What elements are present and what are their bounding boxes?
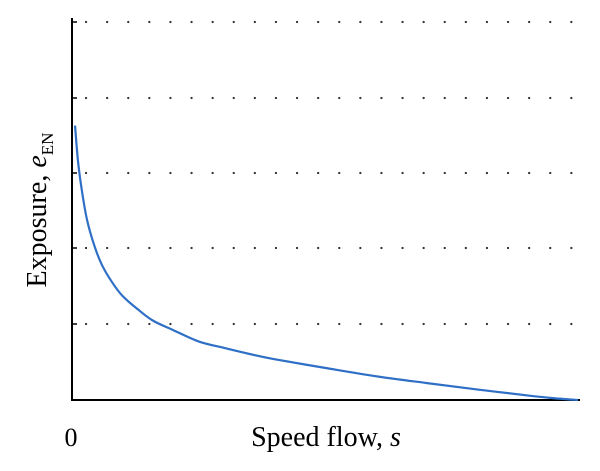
axes [71, 18, 580, 401]
y-axis-label-var: e [22, 155, 53, 167]
grid [72, 20, 582, 326]
series-line-0 [73, 125, 579, 402]
y-axis-label-text: Exposure, [22, 168, 53, 288]
x-tick-label-0: 0 [65, 423, 78, 452]
series-group [73, 125, 579, 402]
x-axis-label: Speed flow, s [251, 422, 401, 453]
x-axis-label-var: s [390, 422, 401, 453]
y-axis-label: Exposure, eEN [22, 133, 57, 288]
y-axis-label-sub: EN [38, 133, 57, 156]
x-axis-label-text: Speed flow, [251, 422, 390, 453]
